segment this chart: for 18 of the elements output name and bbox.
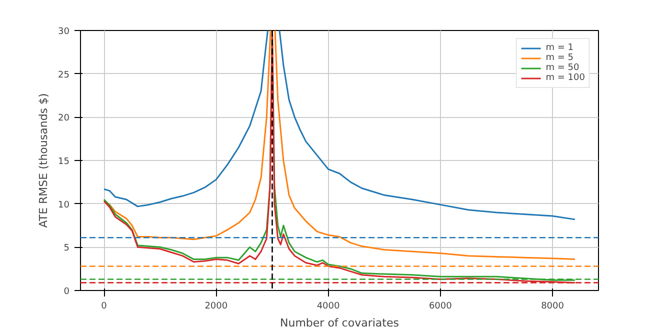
x-tick-label: 6000 xyxy=(428,302,452,312)
x-axis-title: Number of covariates xyxy=(280,316,400,330)
legend-label: m = 5 xyxy=(546,53,574,63)
y-tick-label: 10 xyxy=(58,200,70,210)
x-tick-label: 2000 xyxy=(204,302,228,312)
y-tick-label: 0 xyxy=(64,287,70,297)
legend-label: m = 100 xyxy=(546,73,585,83)
y-axis-title: ATE RMSE (thousands $) xyxy=(37,93,50,228)
y-tick-label: 20 xyxy=(58,114,70,124)
legend-label: m = 50 xyxy=(546,63,580,73)
legend-label: m = 1 xyxy=(546,43,574,53)
y-tick-label: 5 xyxy=(64,244,70,254)
x-tick-label: 0 xyxy=(101,302,108,312)
y-tick-label: 15 xyxy=(58,157,70,167)
x-tick-label: 4000 xyxy=(316,302,340,312)
y-tick-label: 25 xyxy=(58,70,70,80)
y-tick-label: 30 xyxy=(58,27,70,37)
x-tick-label: 8000 xyxy=(541,302,564,312)
